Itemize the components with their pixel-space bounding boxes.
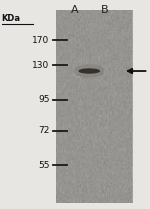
Text: 170: 170 — [32, 36, 50, 45]
Bar — [56, 10, 132, 203]
Text: 95: 95 — [38, 95, 50, 104]
Text: A: A — [71, 5, 79, 15]
Text: KDa: KDa — [2, 14, 21, 23]
Ellipse shape — [74, 64, 104, 78]
Text: 72: 72 — [38, 126, 50, 135]
Text: 130: 130 — [32, 61, 50, 70]
Ellipse shape — [78, 68, 100, 74]
Text: B: B — [100, 5, 108, 15]
Text: 55: 55 — [38, 161, 50, 170]
